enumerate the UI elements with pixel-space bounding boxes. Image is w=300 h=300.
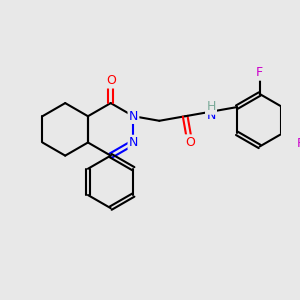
Text: H: H [206, 100, 216, 113]
Text: N: N [129, 136, 138, 149]
Text: N: N [129, 110, 138, 123]
Text: O: O [106, 74, 116, 87]
Text: F: F [256, 67, 263, 80]
Text: F: F [297, 137, 300, 150]
Text: N: N [206, 109, 216, 122]
Text: O: O [185, 136, 195, 148]
